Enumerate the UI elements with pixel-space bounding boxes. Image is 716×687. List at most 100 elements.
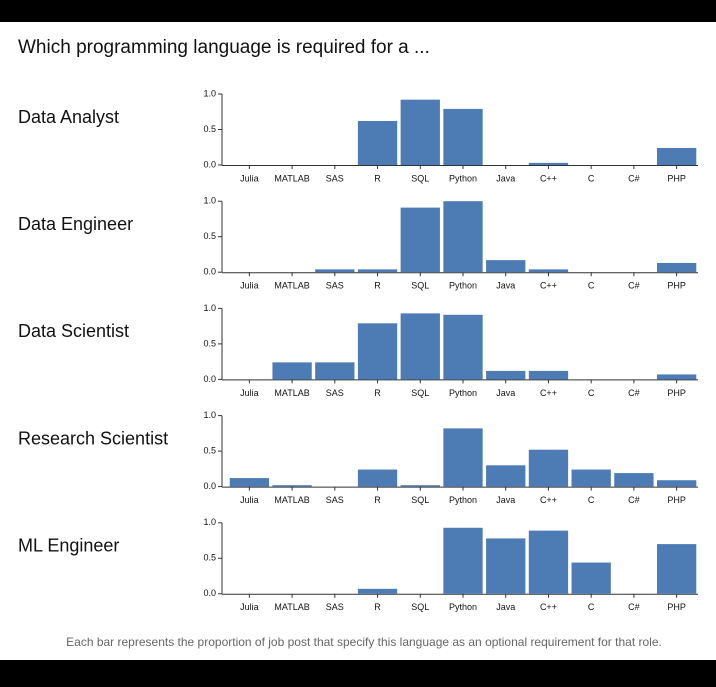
x-tick-label: PHP — [667, 495, 686, 505]
x-tick-label: R — [374, 173, 381, 183]
y-tick-label: 0.5 — [203, 553, 216, 563]
bar — [486, 260, 526, 273]
bar — [357, 269, 398, 273]
bar — [272, 362, 312, 380]
x-tick-label: Julia — [240, 173, 259, 183]
y-tick-label: 0.0 — [203, 267, 216, 277]
bar — [272, 485, 312, 487]
x-tick-label: Python — [449, 602, 477, 612]
x-tick-label: C# — [628, 602, 640, 612]
bar — [571, 469, 611, 487]
bar — [443, 108, 483, 165]
bar — [357, 323, 398, 380]
x-tick-label: Java — [496, 281, 515, 291]
y-tick-label: 1.0 — [203, 517, 216, 527]
bar — [443, 428, 483, 487]
bar — [443, 527, 483, 594]
bar — [656, 262, 697, 273]
bar — [656, 544, 697, 594]
x-tick-label: PHP — [667, 281, 686, 291]
bar — [486, 465, 526, 487]
chart-title: Data Engineer — [18, 214, 133, 234]
x-tick-label: Python — [449, 495, 477, 505]
x-tick-label: SQL — [411, 173, 429, 183]
x-tick-label: SQL — [411, 281, 429, 291]
x-tick-label: R — [374, 388, 381, 398]
x-tick-label: SAS — [326, 281, 344, 291]
bar — [357, 469, 398, 487]
x-tick-label: MATLAB — [274, 602, 309, 612]
bar — [400, 313, 440, 380]
x-tick-label: PHP — [667, 173, 686, 183]
y-tick-label: 1.0 — [203, 303, 216, 313]
x-tick-label: SAS — [326, 602, 344, 612]
bar — [571, 562, 611, 594]
x-tick-label: C++ — [540, 173, 557, 183]
x-tick-label: C++ — [540, 602, 557, 612]
chart-title: Research Scientist — [18, 428, 168, 448]
x-tick-label: R — [374, 602, 381, 612]
x-tick-label: PHP — [667, 388, 686, 398]
y-tick-label: 0.0 — [203, 588, 216, 598]
x-tick-label: MATLAB — [274, 388, 309, 398]
bar — [315, 269, 355, 273]
bar — [400, 207, 440, 273]
x-tick-label: Java — [496, 602, 515, 612]
bar — [486, 538, 526, 594]
y-tick-label: 0.0 — [203, 481, 216, 491]
x-tick-label: SQL — [411, 602, 429, 612]
y-tick-label: 0.5 — [203, 445, 216, 455]
y-tick-label: 1.0 — [203, 410, 216, 420]
x-tick-label: C++ — [540, 388, 557, 398]
y-tick-label: 0.5 — [203, 124, 216, 134]
x-tick-label: PHP — [667, 602, 686, 612]
x-tick-label: Python — [449, 388, 477, 398]
bar — [400, 485, 440, 487]
y-tick-label: 0.5 — [203, 231, 216, 241]
x-tick-label: MATLAB — [274, 173, 309, 183]
x-tick-label: Julia — [240, 388, 259, 398]
chart-title: Data Scientist — [18, 321, 129, 341]
footnote: Each bar represents the proportion of jo… — [66, 635, 662, 649]
x-tick-label: Python — [449, 173, 477, 183]
x-tick-label: C — [588, 602, 595, 612]
x-tick-label: SQL — [411, 388, 429, 398]
x-tick-label: Python — [449, 281, 477, 291]
y-tick-label: 1.0 — [203, 196, 216, 206]
x-tick-label: SAS — [326, 173, 344, 183]
x-tick-label: C++ — [540, 495, 557, 505]
y-tick-label: 0.5 — [203, 338, 216, 348]
x-tick-label: MATLAB — [274, 495, 309, 505]
bar — [443, 314, 483, 380]
x-tick-label: Java — [496, 388, 515, 398]
bar — [528, 370, 569, 380]
x-tick-label: R — [374, 281, 381, 291]
x-tick-label: Julia — [240, 495, 259, 505]
x-tick-label: SAS — [326, 495, 344, 505]
bar — [656, 374, 697, 380]
x-tick-label: Java — [496, 495, 515, 505]
x-tick-label: SAS — [326, 388, 344, 398]
x-tick-label: R — [374, 495, 381, 505]
bar — [528, 449, 569, 487]
bar — [656, 147, 697, 165]
bar — [528, 530, 569, 594]
bar — [656, 480, 697, 487]
bar — [229, 478, 270, 487]
x-tick-label: Julia — [240, 281, 259, 291]
x-tick-label: Julia — [240, 602, 259, 612]
y-tick-label: 1.0 — [203, 88, 216, 98]
y-tick-label: 0.0 — [203, 374, 216, 384]
x-tick-label: C — [588, 173, 595, 183]
chart-title: ML Engineer — [18, 536, 119, 556]
x-tick-label: C — [588, 495, 595, 505]
bar — [528, 269, 569, 273]
bar — [614, 473, 654, 487]
heading: Which programming language is required f… — [18, 37, 430, 58]
bar — [315, 362, 355, 380]
x-tick-label: SQL — [411, 495, 429, 505]
x-tick-label: C++ — [540, 281, 557, 291]
bar — [400, 99, 440, 165]
x-tick-label: C# — [628, 388, 640, 398]
